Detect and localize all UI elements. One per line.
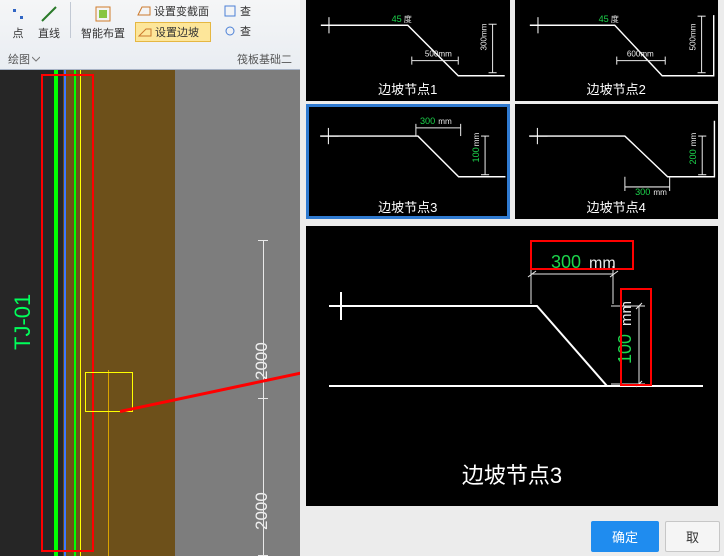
slope-node-panel: 45 度 500mm 300mm 边坡节点1 45 度 600mm 500 xyxy=(300,0,724,556)
view-icon-2 xyxy=(223,24,237,38)
set-section-label: 设置变截面 xyxy=(154,3,209,19)
slope-tile-3[interactable]: 300 mm 100 mm 边坡节点3 xyxy=(306,104,510,219)
slope-preview: 300 mm 100 mm 边坡节点3 xyxy=(306,226,718,506)
point-label: 点 xyxy=(13,25,24,41)
section-icon xyxy=(137,4,151,18)
tile-2-caption: 边坡节点2 xyxy=(515,79,719,98)
ribbon-group-label: 绘图 xyxy=(8,51,40,67)
svg-text:45: 45 xyxy=(598,14,608,24)
tile-4-caption: 边坡节点4 xyxy=(515,197,719,216)
svg-text:mm: mm xyxy=(689,132,698,146)
set-section-tool[interactable]: 设置变截面 xyxy=(135,2,211,20)
svg-text:45: 45 xyxy=(392,14,402,24)
point-tool[interactable]: 点 xyxy=(4,2,32,43)
preview-caption: 边坡节点3 xyxy=(306,458,718,490)
highlight-rect-viewport xyxy=(41,74,94,552)
view-tool-2[interactable]: 查 xyxy=(221,22,253,40)
svg-text:度: 度 xyxy=(404,14,412,24)
set-slope-tool[interactable]: 设置边坡 xyxy=(135,22,211,42)
view-icon-1 xyxy=(223,4,237,18)
svg-text:mm: mm xyxy=(472,132,481,146)
line-icon xyxy=(39,4,59,24)
set-slope-label: 设置边坡 xyxy=(155,24,199,40)
ribbon-tab-label: 筏板基础二 xyxy=(237,51,292,67)
cancel-button[interactable]: 取 xyxy=(665,521,720,552)
slope-tile-2[interactable]: 45 度 600mm 500mm 边坡节点2 xyxy=(515,0,719,101)
tile-1-caption: 边坡节点1 xyxy=(306,79,510,98)
ok-button[interactable]: 确定 xyxy=(591,521,659,552)
svg-text:mm: mm xyxy=(653,188,667,197)
tile-3-caption: 边坡节点3 xyxy=(306,197,510,216)
view-label-1: 查 xyxy=(240,3,251,19)
svg-text:600mm: 600mm xyxy=(626,50,653,59)
slope-tile-1[interactable]: 45 度 500mm 300mm 边坡节点1 xyxy=(306,0,510,101)
cad-viewport[interactable]: TJ-01 2000 2000 xyxy=(0,70,300,556)
slope-tile-4[interactable]: 300 mm 200 mm 边坡节点4 xyxy=(515,104,719,219)
smart-layout-label: 智能布置 xyxy=(81,25,125,41)
highlight-v-value xyxy=(620,288,652,386)
point-icon xyxy=(8,4,28,24)
dim-1: 2000 xyxy=(252,342,272,380)
svg-text:500mm: 500mm xyxy=(688,23,697,50)
svg-text:度: 度 xyxy=(610,14,618,24)
slope-icon xyxy=(138,25,152,39)
svg-text:500mm: 500mm xyxy=(425,50,452,59)
smart-layout-tool[interactable]: 智能布置 xyxy=(77,2,129,43)
svg-text:300: 300 xyxy=(420,116,435,126)
svg-text:200: 200 xyxy=(688,149,698,164)
line-label: 直线 xyxy=(38,25,60,41)
ribbon-toolbar: 点 直线 智能布置 设置变截面 xyxy=(0,0,300,70)
dim-2: 2000 xyxy=(252,492,272,530)
svg-text:mm: mm xyxy=(438,117,452,126)
smart-layout-icon xyxy=(93,4,113,24)
highlight-h-value xyxy=(530,240,634,270)
line-tool[interactable]: 直线 xyxy=(34,2,64,43)
svg-text:100: 100 xyxy=(471,147,481,162)
svg-text:300mm: 300mm xyxy=(480,23,489,50)
view-label-2: 查 xyxy=(240,23,251,39)
component-label: TJ-01 xyxy=(10,294,36,350)
view-tool-1[interactable]: 查 xyxy=(221,2,253,20)
svg-text:300: 300 xyxy=(635,187,650,197)
